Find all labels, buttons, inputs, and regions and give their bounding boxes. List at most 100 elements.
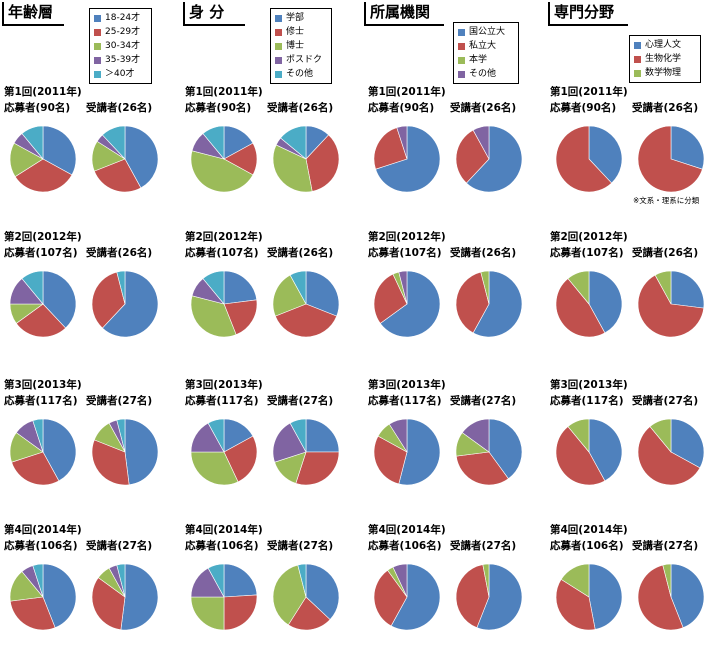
legend-item: 18-24才 bbox=[94, 11, 147, 25]
pie-slice bbox=[272, 144, 313, 193]
pie-slice bbox=[567, 418, 590, 453]
legend-label: 国公立大 bbox=[469, 27, 506, 37]
pie-slice bbox=[289, 270, 307, 305]
pie-slice bbox=[461, 418, 490, 453]
legend-item: その他 bbox=[275, 67, 327, 81]
legend-swatch bbox=[275, 28, 282, 36]
session-label: 第4回(2014年) bbox=[550, 524, 628, 536]
pie-slice bbox=[124, 418, 159, 486]
pie-slice bbox=[42, 418, 77, 482]
pie-slice bbox=[190, 451, 239, 486]
pie-slice bbox=[223, 594, 258, 631]
pie-slice bbox=[287, 596, 331, 631]
pie-slice bbox=[398, 270, 408, 305]
participants-label: 受講者(26名) bbox=[450, 102, 517, 114]
legend-label: 学部 bbox=[286, 13, 305, 23]
pie-slice bbox=[272, 274, 307, 317]
pie-slice bbox=[637, 125, 703, 193]
session-label: 第1回(2011年) bbox=[4, 86, 82, 98]
legend-item: 博士 bbox=[275, 39, 327, 53]
column-title-status: 身 分 bbox=[183, 2, 245, 26]
applicants-label: 応募者(106名) bbox=[368, 540, 442, 552]
session-label: 第4回(2014年) bbox=[4, 524, 82, 536]
legend-label: 本学 bbox=[469, 55, 488, 65]
session-label: 第2回(2012年) bbox=[185, 231, 263, 243]
pie-slice bbox=[588, 563, 623, 630]
applicants-label: 応募者(117名) bbox=[550, 395, 624, 407]
pie-chart bbox=[272, 270, 340, 338]
pie-slice bbox=[101, 270, 159, 338]
pie-slice bbox=[373, 569, 408, 627]
pie-chart bbox=[637, 125, 705, 193]
session-label: 第1回(2011年) bbox=[550, 86, 628, 98]
participants-label: 受講者(26名) bbox=[267, 247, 334, 259]
pie-slice bbox=[120, 563, 159, 631]
pie-slice bbox=[305, 270, 340, 317]
pie-chart bbox=[373, 125, 441, 193]
pie-chart bbox=[91, 125, 159, 193]
pie-slice bbox=[670, 563, 705, 629]
pie-slice bbox=[223, 435, 258, 483]
pie-slice bbox=[32, 418, 44, 453]
session-label: 第4回(2014年) bbox=[185, 524, 263, 536]
legend-label: その他 bbox=[469, 69, 497, 79]
pie-slice bbox=[482, 563, 490, 598]
pie-chart bbox=[190, 563, 258, 631]
pie-slice bbox=[455, 564, 490, 629]
pie-slice bbox=[42, 270, 77, 329]
pie-slice bbox=[116, 418, 126, 453]
pie-slice bbox=[91, 577, 126, 631]
pie-chart bbox=[9, 270, 77, 338]
pie-chart bbox=[91, 563, 159, 631]
pie-chart bbox=[455, 270, 523, 338]
pie-slice bbox=[305, 563, 340, 621]
pie-slice bbox=[15, 303, 67, 338]
participants-label: 受講者(27名) bbox=[450, 395, 517, 407]
pie-slice bbox=[223, 563, 258, 598]
pie-slice bbox=[373, 127, 408, 170]
legend-label: ＞40才 bbox=[105, 69, 135, 79]
legend-label: 18-24才 bbox=[105, 13, 141, 23]
pie-slice bbox=[373, 435, 408, 485]
pie-chart bbox=[637, 270, 705, 338]
pie-slice bbox=[480, 270, 490, 305]
legend-swatch bbox=[94, 70, 101, 78]
pie-chart bbox=[9, 418, 77, 486]
legend-item: 35-39才 bbox=[94, 53, 147, 67]
pie-slice bbox=[42, 563, 77, 629]
pie-slice bbox=[116, 270, 126, 305]
legend-label: 心理人文 bbox=[645, 40, 682, 50]
pie-slice bbox=[190, 596, 225, 631]
legend-swatch bbox=[94, 28, 101, 36]
applicants-label: 応募者(117名) bbox=[4, 395, 78, 407]
legend-swatch bbox=[275, 70, 282, 78]
participants-label: 受講者(26名) bbox=[86, 247, 153, 259]
applicants-label: 応募者(106名) bbox=[550, 540, 624, 552]
pie-slice bbox=[9, 596, 56, 631]
pie-slice bbox=[455, 129, 490, 184]
participants-label: 受講者(27名) bbox=[632, 395, 699, 407]
legend-label: 修士 bbox=[286, 27, 305, 37]
pie-slice bbox=[14, 158, 73, 193]
applicants-label: 応募者(106名) bbox=[4, 540, 78, 552]
session-label: 第2回(2012年) bbox=[550, 231, 628, 243]
legend-swatch bbox=[94, 14, 101, 22]
legend-item: 25-29才 bbox=[94, 25, 147, 39]
applicants-label: 応募者(107名) bbox=[368, 247, 442, 259]
pie-slice bbox=[101, 125, 126, 160]
session-label: 第3回(2013年) bbox=[185, 379, 263, 391]
pie-chart bbox=[272, 418, 340, 486]
pie-slice bbox=[124, 125, 159, 189]
participants-label: 受講者(26名) bbox=[267, 102, 334, 114]
pie-slice bbox=[32, 563, 44, 598]
legend-label: 35-39才 bbox=[105, 55, 141, 65]
pie-slice bbox=[560, 563, 590, 598]
applicants-label: 応募者(90名) bbox=[368, 102, 435, 114]
legend-item: ＞40才 bbox=[94, 67, 147, 81]
pie-slice bbox=[379, 270, 441, 338]
applicants-label: 応募者(90名) bbox=[550, 102, 617, 114]
pie-slice bbox=[202, 270, 225, 305]
applicants-label: 応募者(107名) bbox=[550, 247, 624, 259]
session-label: 第1回(2011年) bbox=[185, 86, 263, 98]
pie-slice bbox=[289, 418, 307, 453]
